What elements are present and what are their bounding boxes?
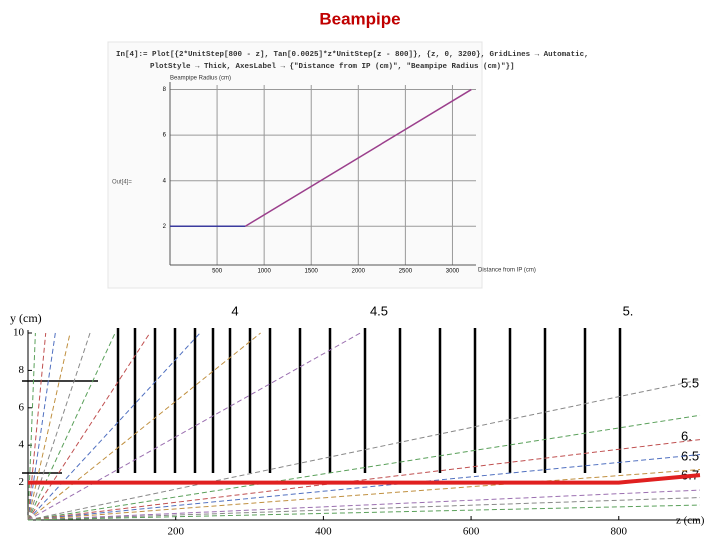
x-tick-label: 3000 <box>446 269 460 275</box>
data-line <box>27 489 701 521</box>
data-line <box>27 332 47 521</box>
x-tick-label: 500 <box>212 269 223 275</box>
data-line <box>27 439 701 521</box>
x-tick-label: 2000 <box>352 269 366 275</box>
x-tick-label: 2500 <box>399 269 413 275</box>
slide-title: Beampipe <box>319 9 400 28</box>
x-tick-label: 600 <box>463 526 480 538</box>
y-tick-label: 6 <box>19 401 25 413</box>
code-line: PlotStyle → Thick, AxesLabel → {"Distanc… <box>150 63 515 71</box>
data-line <box>27 332 91 521</box>
y-tick-label: 6 <box>163 133 167 139</box>
eta-label: 4.5 <box>370 303 388 318</box>
eta-label: 5. <box>623 303 634 318</box>
x-tick-label: 1500 <box>305 269 319 275</box>
data-line <box>27 379 701 521</box>
output-label: Out[4]= <box>112 180 132 186</box>
x-tick-label: 800 <box>611 526 628 538</box>
plot-screenshot <box>107 41 483 289</box>
y-tick-label: 8 <box>163 87 167 93</box>
data-line <box>27 332 201 521</box>
data-line <box>27 332 116 521</box>
data-line <box>27 332 151 521</box>
code-line: In[4]:= Plot[{2*UnitStep[800 - z], Tan[0… <box>116 51 589 59</box>
y-axis-label: y (cm) <box>10 311 42 325</box>
data-line <box>27 504 701 521</box>
x-axis-label: z (cm) <box>676 515 705 527</box>
y-tick-label: 8 <box>19 364 25 376</box>
y-tick-label: 2 <box>163 224 167 230</box>
eta-label: 4 <box>231 303 238 318</box>
y-tick-label: 2 <box>19 476 25 488</box>
x-tick-label: 400 <box>315 526 332 538</box>
y-axis-label: Beampipe Radius (cm) <box>170 76 231 82</box>
data-line <box>28 473 701 485</box>
y-tick-label: 10 <box>13 327 25 339</box>
data-line <box>27 332 261 521</box>
x-tick-label: 200 <box>167 526 184 538</box>
data-line <box>27 332 36 521</box>
x-axis-label: Distance from IP (cm) <box>478 268 536 274</box>
y-tick-label: 4 <box>163 178 167 184</box>
data-line <box>27 454 701 521</box>
eta-label: 5.5 <box>681 375 699 390</box>
data-line <box>244 88 472 227</box>
data-line <box>27 497 701 521</box>
x-tick-label: 1000 <box>257 269 271 275</box>
data-line <box>27 414 701 521</box>
eta-label: 6. <box>681 428 692 443</box>
y-tick-label: 4 <box>19 439 25 451</box>
data-line <box>27 469 701 521</box>
